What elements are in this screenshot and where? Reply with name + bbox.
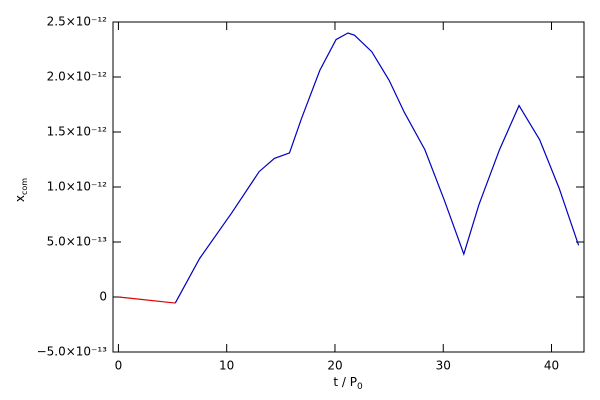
- plot-frame: [112, 21, 585, 353]
- y-tick-label: 1.0×10⁻¹²: [47, 180, 108, 194]
- y-tick-label: 0: [99, 290, 107, 304]
- x-tick-label: 0: [115, 359, 123, 373]
- x-tick-label: 30: [436, 359, 451, 373]
- x-axis-label-main: t / P: [333, 375, 357, 389]
- x-tick-label: 20: [327, 359, 342, 373]
- y-axis-label-sub: com: [20, 178, 29, 195]
- x-axis-label-sub: 0: [357, 382, 363, 392]
- y-tick-label: 5.0×10⁻¹³: [47, 235, 108, 249]
- data-line: [174, 32, 580, 304]
- y-tick-label: 1.5×10⁻¹²: [47, 125, 108, 139]
- x-tick-label: 10: [219, 359, 234, 373]
- y-tick-label: 2.0×10⁻¹²: [47, 70, 108, 84]
- x-axis-label: t / P0: [333, 375, 363, 392]
- data-line: [118, 296, 176, 304]
- x-tick-label: 40: [544, 359, 559, 373]
- y-tick-label: 2.5×10⁻¹²: [47, 15, 108, 29]
- y-axis-label: xcom: [13, 178, 29, 202]
- y-axis-label-main: x: [13, 195, 27, 202]
- y-tick-label: −5.0×10⁻¹³: [37, 345, 108, 359]
